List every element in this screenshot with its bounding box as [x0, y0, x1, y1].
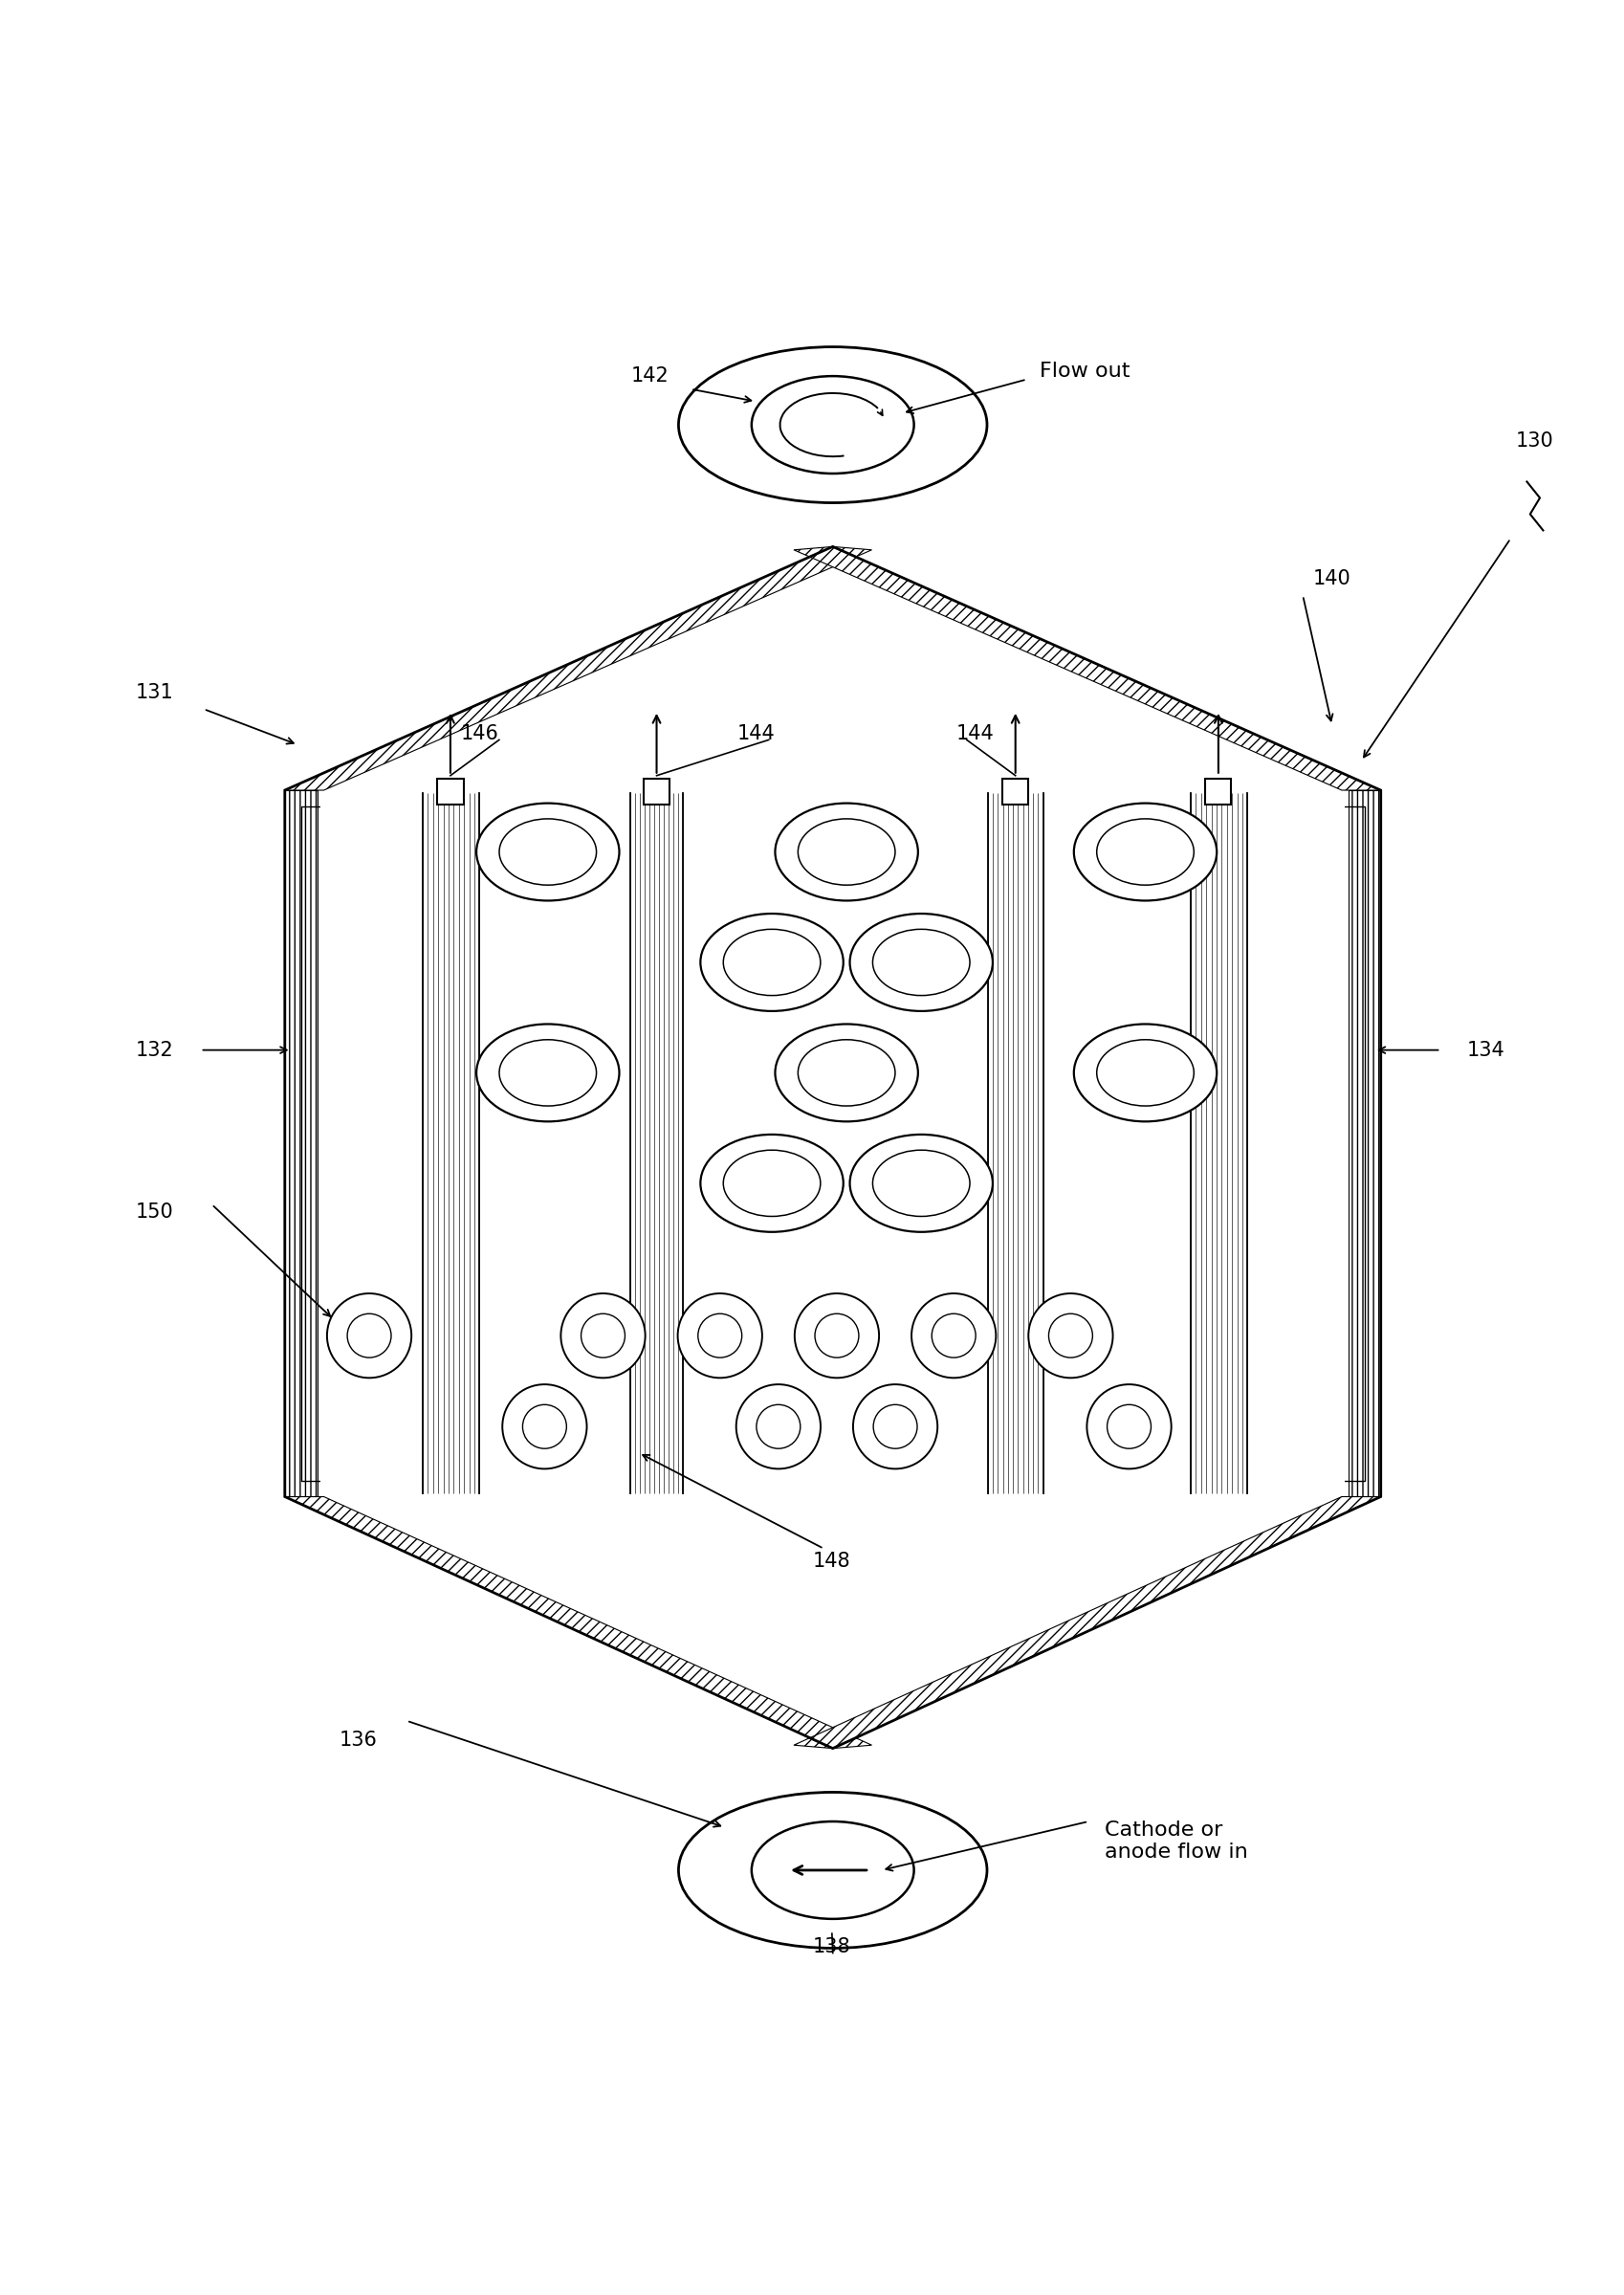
Ellipse shape: [797, 819, 895, 886]
Ellipse shape: [499, 819, 596, 886]
Polygon shape: [1348, 789, 1380, 1496]
Circle shape: [1028, 1294, 1112, 1377]
Circle shape: [348, 1313, 391, 1359]
Text: 144: 144: [955, 723, 994, 744]
Ellipse shape: [1096, 1040, 1194, 1106]
Text: Flow out: Flow out: [1039, 363, 1130, 381]
Circle shape: [911, 1294, 996, 1377]
Ellipse shape: [679, 347, 986, 503]
Ellipse shape: [872, 929, 970, 996]
Polygon shape: [284, 546, 870, 789]
Ellipse shape: [723, 929, 820, 996]
Ellipse shape: [679, 1792, 986, 1948]
Ellipse shape: [1073, 1024, 1216, 1122]
Polygon shape: [284, 789, 317, 1496]
Ellipse shape: [797, 1040, 895, 1106]
Ellipse shape: [476, 1024, 619, 1122]
Text: 130: 130: [1515, 431, 1553, 450]
Ellipse shape: [752, 376, 913, 473]
Ellipse shape: [872, 1150, 970, 1216]
Circle shape: [523, 1405, 567, 1448]
Polygon shape: [794, 546, 1380, 789]
Ellipse shape: [499, 1040, 596, 1106]
Text: 144: 144: [736, 723, 775, 744]
Text: 132: 132: [136, 1040, 174, 1060]
Text: 134: 134: [1466, 1040, 1504, 1060]
Polygon shape: [284, 1496, 870, 1749]
Polygon shape: [794, 1496, 1380, 1749]
Text: 142: 142: [630, 367, 669, 386]
Circle shape: [1106, 1405, 1150, 1448]
Text: Cathode or
anode flow in: Cathode or anode flow in: [1104, 1820, 1247, 1861]
Text: 146: 146: [460, 723, 499, 744]
Circle shape: [698, 1313, 742, 1359]
Circle shape: [931, 1313, 974, 1359]
Circle shape: [872, 1405, 916, 1448]
Ellipse shape: [752, 1822, 913, 1919]
Text: 150: 150: [136, 1203, 174, 1221]
Polygon shape: [320, 794, 1345, 1494]
Polygon shape: [1002, 778, 1028, 806]
Circle shape: [560, 1294, 645, 1377]
Ellipse shape: [700, 913, 843, 1012]
Ellipse shape: [775, 1024, 918, 1122]
Ellipse shape: [849, 913, 992, 1012]
Circle shape: [326, 1294, 411, 1377]
Circle shape: [853, 1384, 937, 1469]
Circle shape: [1047, 1313, 1091, 1359]
Circle shape: [502, 1384, 586, 1469]
Circle shape: [1086, 1384, 1171, 1469]
Polygon shape: [437, 778, 463, 806]
Text: 131: 131: [136, 684, 174, 702]
Circle shape: [677, 1294, 762, 1377]
Circle shape: [736, 1384, 820, 1469]
Circle shape: [581, 1313, 625, 1359]
Ellipse shape: [1073, 803, 1216, 900]
Text: 138: 138: [812, 1937, 851, 1955]
Polygon shape: [643, 778, 669, 806]
Circle shape: [757, 1405, 801, 1448]
Circle shape: [794, 1294, 879, 1377]
Ellipse shape: [1096, 819, 1194, 886]
Polygon shape: [1205, 778, 1231, 806]
Text: 140: 140: [1312, 569, 1350, 588]
Ellipse shape: [700, 1134, 843, 1232]
Ellipse shape: [723, 1150, 820, 1216]
Text: 148: 148: [812, 1551, 851, 1572]
Ellipse shape: [775, 803, 918, 900]
Ellipse shape: [849, 1134, 992, 1232]
Ellipse shape: [476, 803, 619, 900]
Circle shape: [814, 1313, 857, 1359]
Text: 136: 136: [338, 1730, 377, 1749]
Polygon shape: [284, 546, 1380, 1749]
